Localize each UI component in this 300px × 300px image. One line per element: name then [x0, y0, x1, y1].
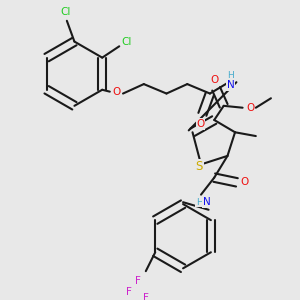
Text: H: H — [196, 198, 202, 207]
Text: S: S — [195, 160, 203, 173]
Text: N: N — [203, 197, 211, 207]
Text: O: O — [210, 75, 218, 85]
Text: O: O — [246, 103, 254, 113]
Text: N: N — [227, 80, 235, 90]
Text: O: O — [240, 177, 249, 188]
Text: F: F — [135, 276, 141, 286]
Text: F: F — [143, 292, 149, 300]
Text: F: F — [126, 287, 132, 297]
Text: O: O — [112, 87, 121, 97]
Text: O: O — [196, 119, 205, 129]
Text: H: H — [227, 71, 234, 80]
Text: Cl: Cl — [122, 37, 132, 46]
Text: Cl: Cl — [61, 7, 71, 17]
